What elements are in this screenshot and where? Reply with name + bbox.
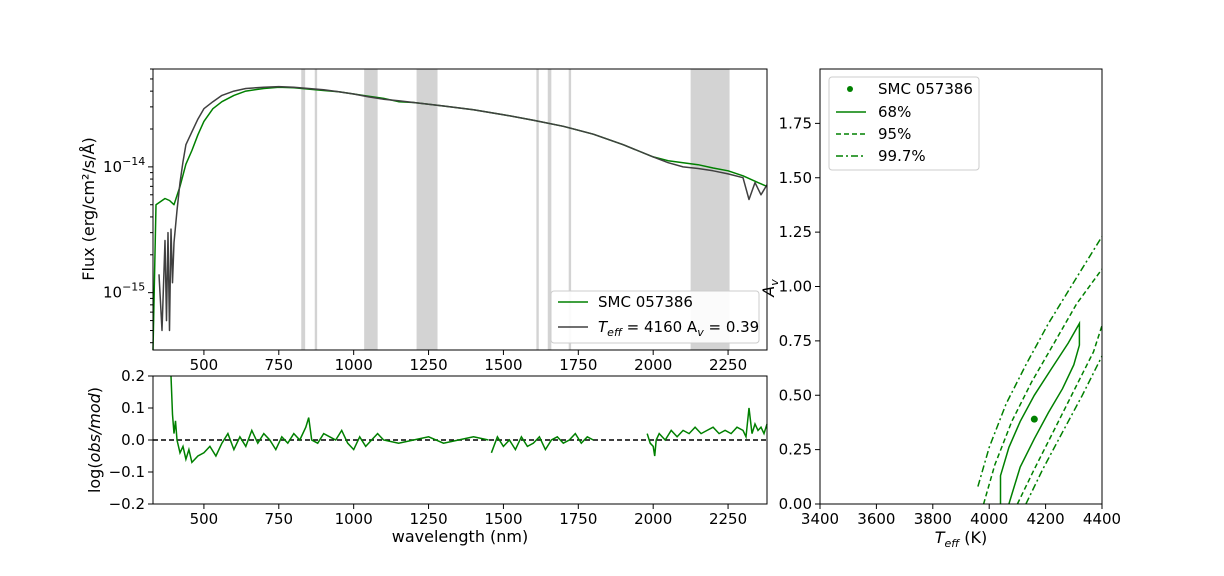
legend-label-95: 95% (878, 125, 911, 143)
spectrum-legend-box (550, 290, 760, 344)
spectrum-x-tick-label: 1750 (559, 356, 597, 374)
legend-label-point: SMC 057386 (878, 80, 973, 98)
masked-region-3 (416, 69, 438, 350)
contour-y-tick-label: 1.00 (779, 278, 812, 296)
spectrum-axes-frame (152, 68, 768, 351)
residual-y-tick-label: 0.2 (121, 367, 145, 385)
spectrum-y-axis-label: Flux (erg/cm²/s/Å) (79, 137, 98, 280)
residual-segment-0 (170, 375, 489, 464)
residual-y-tick-label: 0.0 (121, 431, 145, 449)
spectrum-x-tick-label: 500 (190, 356, 219, 374)
contour-dashed-upper (982, 268, 1103, 505)
masked-regions (301, 69, 730, 350)
legend-label-68: 68% (878, 103, 911, 121)
residual-x-tick-label: 2250 (709, 510, 747, 528)
residual-x-tick-label: 750 (264, 510, 293, 528)
contour-y-tick-label: 0.25 (779, 441, 812, 459)
spectrum-legend: SMC 057386 Teff = 4160 Av = 0.39 (550, 290, 760, 344)
contour-y-tick-label: 0.00 (779, 495, 812, 513)
best-fit-point (1030, 415, 1038, 423)
contour-lines (977, 236, 1103, 505)
legend-label-99-7: 99.7% (878, 147, 926, 165)
contour-y-axis-label: Av (759, 279, 781, 298)
contour-y-ticks: 0.00 0.25 0.50 0.75 1.00 1.25 1.50 1.75 (779, 114, 820, 513)
contour-x-axis-label: Teff (K) (935, 528, 988, 550)
residual-x-ticks: 500 750 1000 1250 1500 1750 2000 2250 (190, 504, 747, 528)
residual-x-tick-label: 1250 (409, 510, 447, 528)
contour-x-tick-label: 3400 (801, 510, 839, 528)
spectrum-x-ticks: 500 750 1000 1250 1500 1750 2000 2250 (190, 350, 747, 374)
legend-label-model: Teff = 4160 Av = 0.39 (598, 318, 759, 339)
residual-y-tick-label: 0.1 (121, 399, 145, 417)
masked-region-6 (568, 69, 572, 350)
masked-region-1 (314, 69, 318, 350)
residual-segment-2 (646, 407, 768, 457)
contour-x-tick-label: 3800 (914, 510, 952, 528)
model-spectrum-line (158, 85, 768, 332)
contour-legend: SMC 057386 68% 95% 99.7% (828, 76, 980, 171)
residual-y-axis-label: log(obs/mod) (85, 387, 104, 493)
residual-panel: 500 750 1000 1250 1500 1750 2000 2250 0.2 0.1 0.0… (85, 367, 768, 546)
contour-x-tick-label: 4400 (1083, 510, 1121, 528)
residual-segment-1 (490, 432, 594, 454)
contour-dashdot-upper (977, 236, 1103, 487)
spectrum-x-tick-label: 750 (264, 356, 293, 374)
spectrum-panel: 500 750 1000 1250 1500 1750 2000 2250 10−1410−1… (79, 68, 768, 374)
contour-x-tick-label: 4200 (1027, 510, 1065, 528)
contour-y-tick-label: 1.50 (779, 169, 812, 187)
contour-panel: 3400 3600 3800 4000 4200 4400 0.00 0.25 0.50 0.7… (759, 68, 1121, 550)
spectrum-x-tick-label: 1500 (484, 356, 522, 374)
masked-region-4 (536, 69, 539, 350)
masked-region-0 (301, 69, 306, 350)
contour-y-tick-label: 1.25 (779, 223, 812, 241)
legend-label-observed: SMC 057386 (598, 293, 693, 311)
residual-x-tick-label: 1000 (335, 510, 373, 528)
residual-x-tick-label: 1500 (484, 510, 522, 528)
residual-x-tick-label: 1750 (559, 510, 597, 528)
spectrum-x-tick-label: 1000 (335, 356, 373, 374)
spectrum-x-tick-label: 2250 (709, 356, 747, 374)
spectrum-y-ticks: 10−14 10−15 (103, 68, 153, 344)
contour-x-ticks: 3400 3600 3800 4000 4200 4400 (801, 504, 1121, 528)
residual-lines (153, 375, 768, 464)
residual-x-tick-label: 2000 (634, 510, 672, 528)
spectrum-x-tick-label: 2000 (634, 356, 672, 374)
contour-x-tick-label: 3600 (857, 510, 895, 528)
contour-y-tick-label: 1.75 (779, 114, 812, 132)
contour-solid (999, 320, 1081, 505)
spectrum-y-tick-label: 10−14 (103, 155, 145, 176)
spectrum-lines (152, 85, 768, 351)
contour-dashed-lower (1016, 325, 1103, 505)
residual-y-tick-label: −0.2 (109, 495, 145, 513)
contour-dashdot-lower (1025, 355, 1103, 505)
legend-marker-point (847, 86, 853, 92)
residual-x-tick-label: 500 (190, 510, 219, 528)
masked-region-5 (547, 69, 552, 350)
spectrum-y-tick-label: 10−15 (103, 281, 145, 302)
residual-x-axis-label: wavelength (nm) (392, 527, 529, 546)
residual-y-ticks: 0.2 0.1 0.0 −0.1 −0.2 (109, 367, 153, 513)
contour-x-tick-label: 4000 (970, 510, 1008, 528)
contour-legend-box (828, 76, 980, 171)
spectrum-x-tick-label: 1250 (409, 356, 447, 374)
contour-y-tick-label: 0.50 (779, 386, 812, 404)
masked-region-2 (364, 69, 378, 350)
residual-y-tick-label: −0.1 (109, 463, 145, 481)
contour-y-tick-label: 0.75 (779, 332, 812, 350)
